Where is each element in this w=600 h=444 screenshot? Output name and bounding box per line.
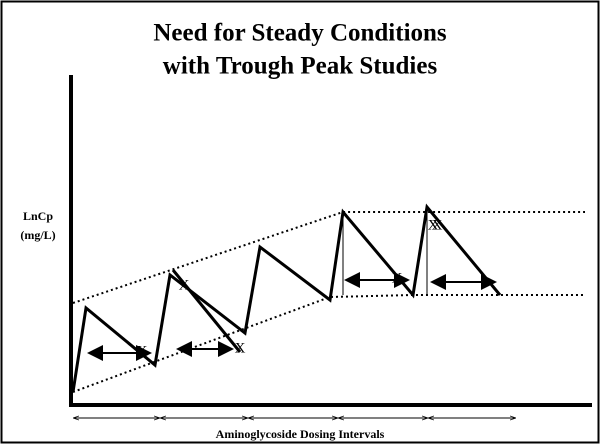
x-marker: X	[179, 277, 190, 293]
x-marker: X	[137, 343, 148, 359]
extrapolated-line	[171, 269, 242, 353]
x-marker: X	[392, 270, 403, 286]
x-marker: X	[235, 340, 246, 356]
y-axis-label: LnCp	[23, 209, 53, 223]
time-arrows	[87, 272, 497, 361]
x-marker: X	[428, 217, 439, 233]
x-axis-label: Aminoglycoside Dosing Intervals	[216, 427, 385, 441]
title-line: with Trough Peak Studies	[163, 53, 438, 80]
x-marker: X	[432, 217, 443, 233]
y-axis-label: (mg/L)	[20, 228, 55, 242]
title-line: Need for Steady Conditions	[153, 20, 447, 47]
